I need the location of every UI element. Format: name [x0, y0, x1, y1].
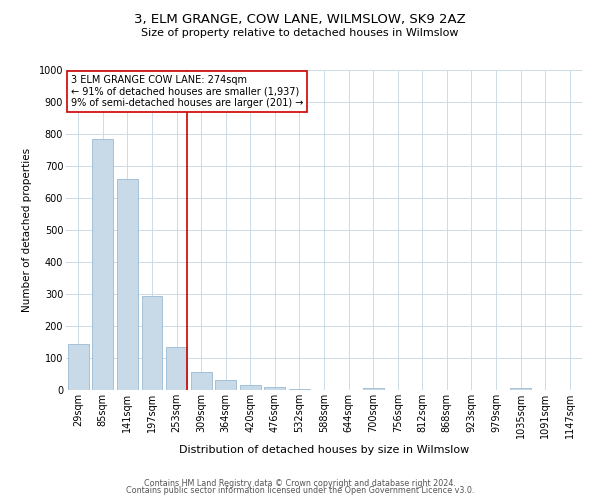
Y-axis label: Number of detached properties: Number of detached properties [22, 148, 32, 312]
Bar [68, 344, 89, 390]
Bar [142, 296, 163, 390]
Bar [265, 388, 286, 390]
X-axis label: Distribution of detached houses by size in Wilmslow: Distribution of detached houses by size … [179, 445, 469, 455]
Bar [240, 385, 261, 390]
Bar [117, 179, 138, 390]
Text: 3 ELM GRANGE COW LANE: 274sqm
← 91% of detached houses are smaller (1,937)
9% of: 3 ELM GRANGE COW LANE: 274sqm ← 91% of d… [71, 75, 304, 108]
Bar [92, 140, 113, 390]
Bar [362, 388, 383, 390]
Bar [166, 347, 187, 390]
Text: Size of property relative to detached houses in Wilmslow: Size of property relative to detached ho… [141, 28, 459, 38]
Text: 3, ELM GRANGE, COW LANE, WILMSLOW, SK9 2AZ: 3, ELM GRANGE, COW LANE, WILMSLOW, SK9 2… [134, 12, 466, 26]
Bar [510, 388, 531, 390]
Text: Contains public sector information licensed under the Open Government Licence v3: Contains public sector information licen… [126, 486, 474, 495]
Bar [215, 380, 236, 390]
Bar [191, 372, 212, 390]
Text: Contains HM Land Registry data © Crown copyright and database right 2024.: Contains HM Land Registry data © Crown c… [144, 478, 456, 488]
